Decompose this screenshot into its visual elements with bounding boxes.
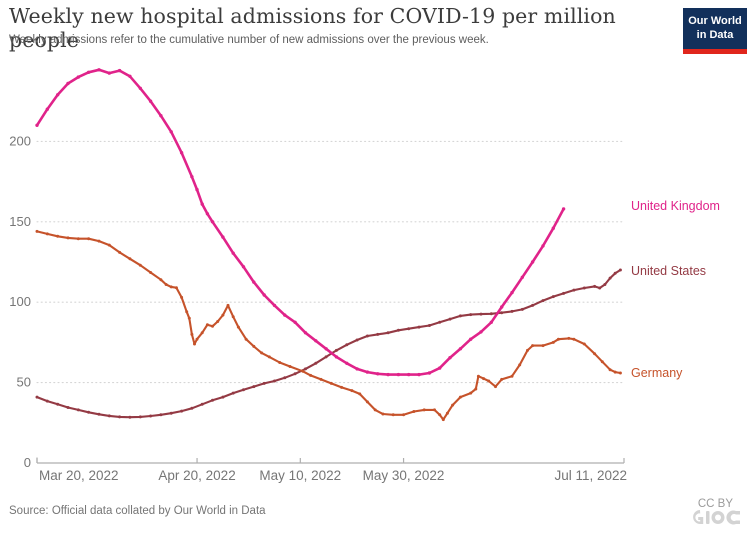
owid-logo-line2: in Data: [696, 29, 734, 42]
legend-label-germany[interactable]: Germany: [631, 366, 683, 380]
y-tick-label: 0: [24, 455, 31, 470]
owid-logo[interactable]: Our World in Data: [683, 8, 747, 54]
y-axis-labels: 0 50 100 150 200: [9, 133, 31, 470]
y-tick-label: 200: [9, 133, 31, 148]
series-dots-germany: [35, 229, 622, 422]
chart-title: Weekly new hospital admissions for COVID…: [9, 4, 616, 52]
watermark-glyphs: [693, 510, 740, 525]
license-label[interactable]: CC BY: [697, 498, 733, 510]
series-dots-united-states: [35, 268, 622, 419]
watermark: [691, 507, 745, 532]
y-tick-label: 100: [9, 294, 31, 309]
legend-label-united-states[interactable]: United States: [631, 264, 706, 278]
chart-subtitle: Weekly admissions refer to the cumulativ…: [9, 34, 489, 46]
x-tick-label: Jul 11, 2022: [554, 468, 627, 483]
x-axis: Mar 20, 2022 Apr 20, 2022 May 10, 2022 May …: [36, 457, 627, 483]
owid-logo-line1: Our World: [688, 15, 742, 27]
series-line-united-states: [35, 268, 622, 419]
x-tick-label: May 10, 2022: [259, 468, 341, 483]
x-tick-label: Mar 20, 2022: [39, 468, 119, 483]
legend-label-united-kingdom[interactable]: United Kingdom: [631, 199, 720, 213]
y-tick-label: 150: [9, 214, 31, 229]
x-tick-label: Apr 20, 2022: [158, 468, 235, 483]
series-dots-united-kingdom: [35, 68, 566, 377]
series-line-united-kingdom: [35, 68, 565, 376]
x-tick-label: May 30, 2022: [363, 468, 445, 483]
y-tick-label: 50: [17, 375, 31, 390]
source-note: Source: Official data collated by Our Wo…: [9, 505, 266, 517]
